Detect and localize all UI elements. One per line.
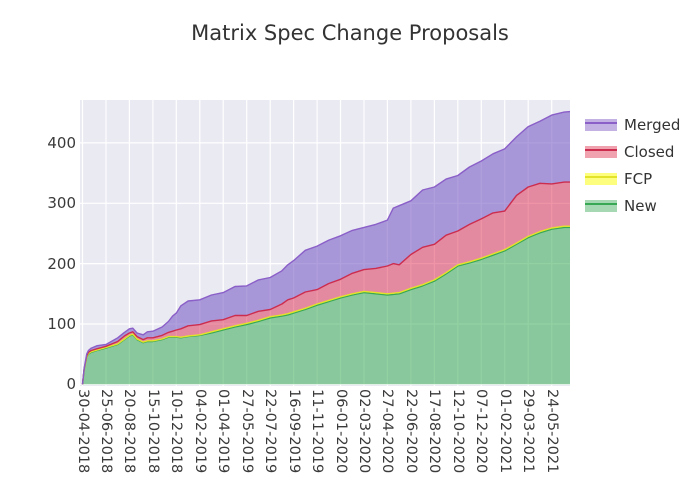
legend-swatch-icon: [585, 145, 617, 158]
x-tick-label: 16-09-2019: [285, 389, 302, 474]
legend-label: New: [624, 196, 657, 215]
legend-item-fcp: FCP: [585, 165, 680, 192]
chart-title: Matrix Spec Change Proposals: [191, 21, 509, 45]
x-tick-label: 22-06-2020: [402, 389, 419, 474]
area-merged: [82, 111, 571, 385]
legend-swatch-icon: [585, 118, 617, 131]
y-tick-label: 400: [47, 133, 76, 152]
x-tick-label: 02-03-2020: [356, 389, 372, 474]
x-tick-label: 07-12-2020: [473, 389, 490, 474]
x-tick-label: 20-08-2018: [121, 389, 138, 474]
plot-area: [80, 100, 571, 386]
x-tick-label: 17-08-2020: [426, 389, 443, 474]
legend-line-icon: [585, 121, 617, 124]
x-tick-label: 27-04-2020: [379, 389, 396, 474]
x-tick-label: 24-05-2021: [543, 389, 560, 474]
legend-item-new: New: [585, 192, 680, 219]
y-tick-label: 100: [47, 315, 76, 333]
legend-line-icon: [585, 148, 617, 151]
area-new: [82, 227, 571, 385]
legend-swatch-icon: [585, 172, 617, 185]
x-tick-label: 27-05-2019: [238, 389, 255, 474]
x-tick-label: 01-04-2019: [215, 389, 232, 474]
y-tick-label: 300: [47, 194, 76, 213]
area-closed: [82, 182, 571, 385]
line-fcp: [81, 225, 571, 385]
stacked-area-chart: [80, 100, 571, 386]
x-tick-label: 12-10-2020: [449, 389, 466, 474]
y-tick-label: 200: [47, 254, 76, 273]
x-tick-label: 22-07-2019: [262, 389, 279, 474]
legend-item-merged: Merged: [585, 111, 680, 138]
legend-label: FCP: [624, 169, 653, 188]
x-tick-label: 11-11-2019: [309, 389, 326, 474]
x-tick-label: 25-06-2018: [98, 389, 114, 474]
x-tick-label: 06-01-2020: [332, 389, 349, 474]
x-tick-label: 04-02-2019: [191, 389, 208, 474]
x-tick-label: 30-04-2018: [74, 389, 91, 474]
line-closed: [81, 181, 571, 385]
legend-label: Merged: [624, 115, 681, 134]
x-tick-label: 10-12-2018: [168, 389, 185, 474]
line-merged: [81, 110, 571, 385]
legend-item-closed: Closed: [585, 138, 680, 165]
x-tick-label: 29-03-2021: [520, 389, 537, 474]
x-tick-label: 15-10-2018: [144, 389, 161, 474]
legend-swatch-icon: [585, 199, 617, 212]
legend-line-icon: [585, 175, 617, 178]
legend-label: Closed: [624, 142, 675, 161]
legend: Merged Closed FCP New: [585, 111, 680, 219]
legend-line-icon: [585, 202, 617, 205]
x-tick-label: 01-02-2021: [496, 389, 513, 474]
y-tick-label: 0: [66, 375, 76, 394]
